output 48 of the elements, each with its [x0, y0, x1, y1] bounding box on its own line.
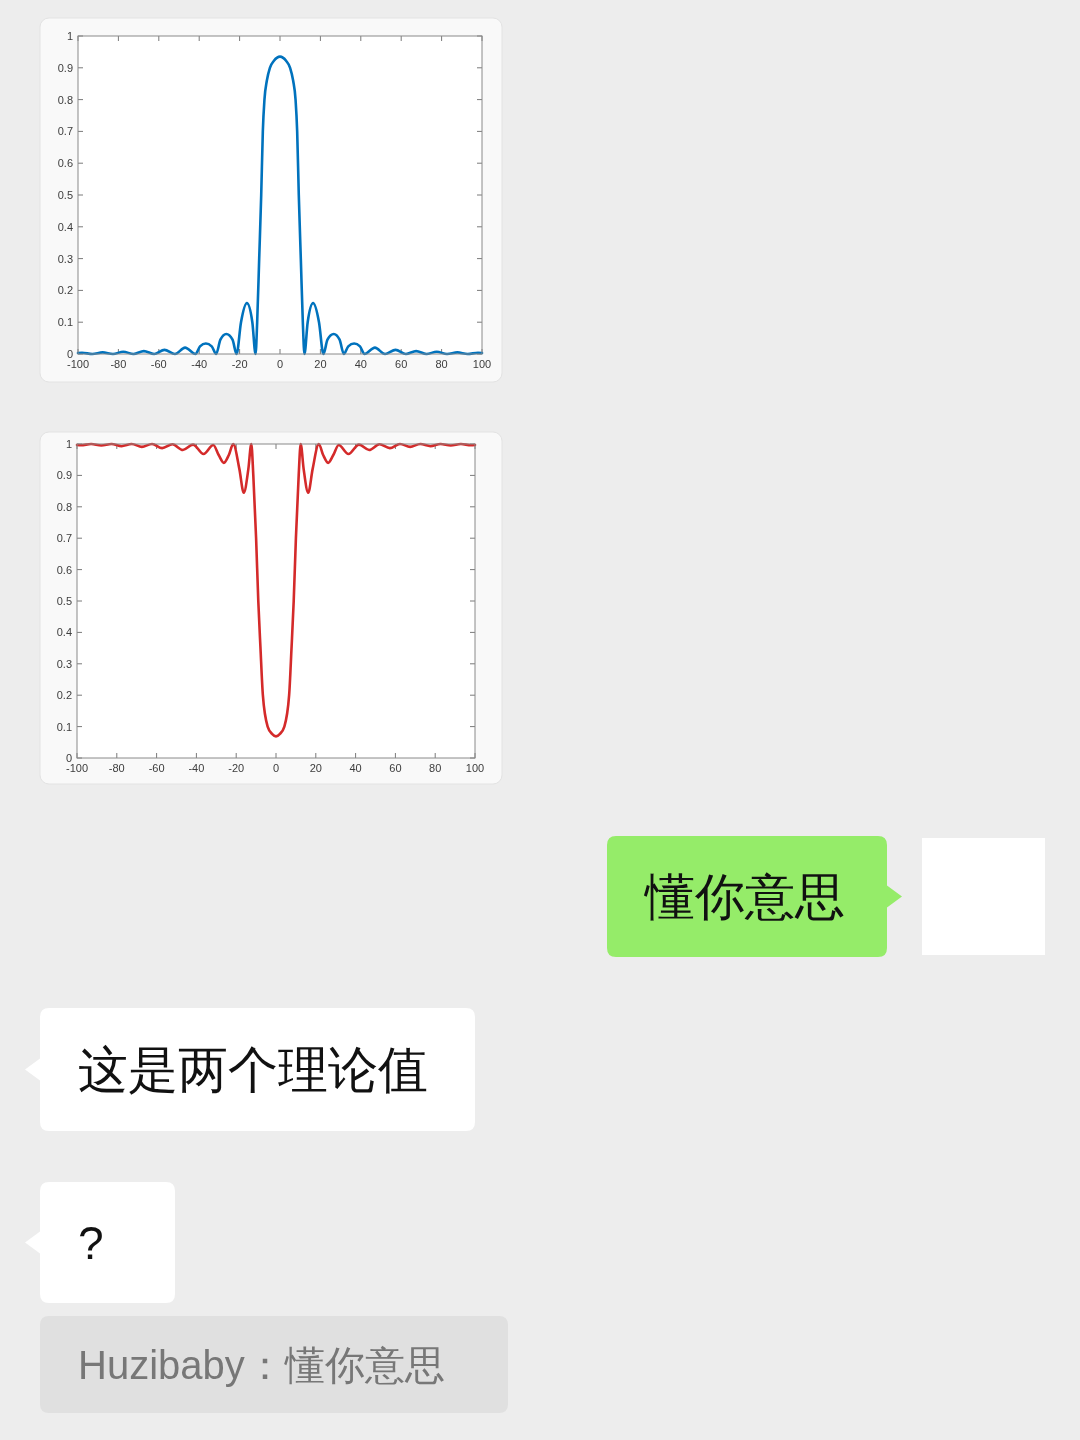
y-tick-label: 0.5 — [57, 189, 73, 201]
y-tick-label: 0.6 — [56, 563, 72, 576]
x-tick-label: -40 — [191, 358, 208, 370]
y-tick-label: 0.6 — [57, 157, 73, 170]
text: ? — [78, 1216, 104, 1269]
y-tick-label: 1 — [65, 438, 72, 450]
x-tick-label: 100 — [465, 762, 485, 774]
x-tick-label: -80 — [108, 762, 125, 774]
y-tick-label: 0.1 — [56, 720, 72, 733]
y-tick-label: 0.9 — [57, 61, 73, 74]
x-tick-label: 40 — [354, 358, 367, 370]
x-tick-label: -100 — [65, 762, 89, 774]
y-tick-label: 0.4 — [57, 220, 73, 233]
x-tick-label: -60 — [148, 762, 165, 774]
y-tick-label: 0.7 — [57, 125, 73, 138]
y-tick-label: 0.7 — [56, 532, 72, 545]
text: 这是两个理论值 — [78, 1041, 428, 1098]
y-tick-label: 1 — [66, 30, 73, 42]
y-tick-label: 0.8 — [56, 500, 72, 513]
x-tick-label: -60 — [150, 358, 167, 370]
x-tick-label: -100 — [66, 358, 90, 370]
x-tick-label: 20 — [314, 358, 327, 370]
x-tick-label: -20 — [231, 358, 248, 370]
x-tick-label: 80 — [435, 358, 448, 370]
x-tick-label: 20 — [309, 762, 322, 774]
y-tick-label: 0.2 — [57, 284, 73, 297]
y-tick-label: 0 — [65, 752, 72, 764]
y-tick-label: 0.3 — [56, 657, 72, 670]
y-tick-label: 0.8 — [57, 93, 73, 106]
x-tick-label: 0 — [276, 358, 284, 370]
x-tick-label: 40 — [349, 762, 362, 774]
y-tick-label: 0.1 — [57, 316, 73, 329]
y-tick-label: 0.4 — [56, 626, 72, 639]
text: Huzibaby：懂你意思 — [78, 1342, 445, 1387]
y-tick-label: 0.5 — [56, 595, 72, 607]
x-tick-label: 60 — [389, 762, 402, 774]
x-tick-label: 80 — [429, 762, 442, 774]
x-tick-label: 60 — [395, 358, 408, 370]
x-tick-label: -80 — [110, 358, 127, 370]
text: 懂你意思 — [643, 868, 845, 925]
y-tick-label: 0 — [66, 348, 73, 360]
y-tick-label: 0.3 — [57, 252, 73, 265]
x-tick-label: 0 — [272, 762, 280, 774]
x-tick-label: -20 — [228, 762, 245, 774]
x-tick-label: 100 — [472, 358, 492, 370]
y-tick-label: 0.9 — [56, 469, 72, 482]
y-tick-label: 0.2 — [56, 689, 72, 702]
x-tick-label: -40 — [188, 762, 205, 774]
